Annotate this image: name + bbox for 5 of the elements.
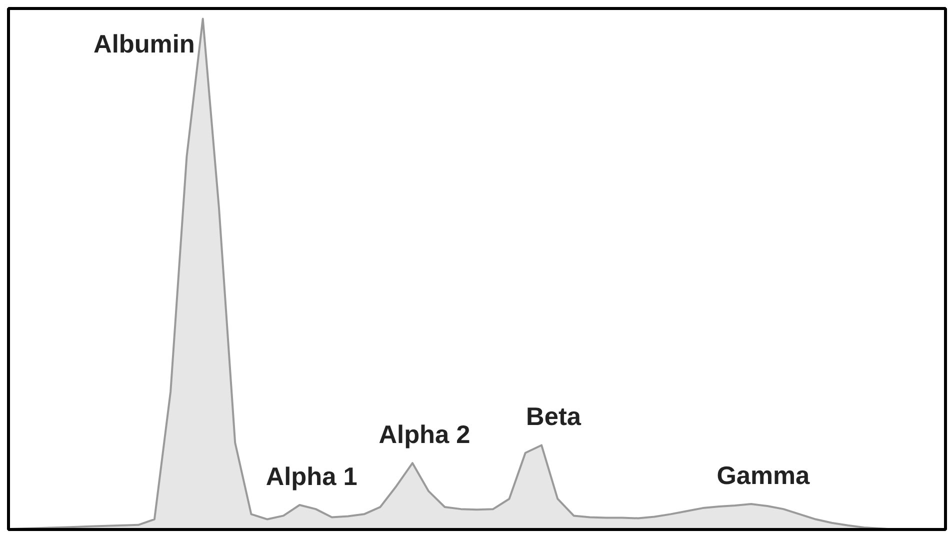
annotation: Albumin: [94, 30, 195, 59]
annotation: Gamma: [716, 462, 811, 490]
annotation: Alpha 2: [378, 421, 470, 450]
annotation: Beta: [526, 403, 582, 432]
annotation: Alpha 1: [266, 462, 358, 491]
